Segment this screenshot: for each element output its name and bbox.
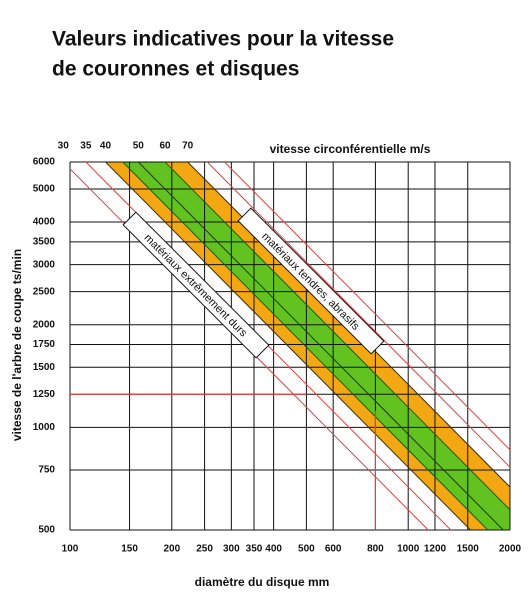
speed-line — [137, 162, 504, 530]
chart-title: de couronnes et disques — [52, 58, 299, 81]
y-tick-label: 4000 — [33, 217, 56, 228]
top-axis-label: vitesse circonférentielle m/s — [270, 142, 431, 156]
x-tick-label: 1000 — [397, 544, 420, 555]
top-tick-label: 35 — [80, 141, 92, 152]
y-tick-label: 750 — [38, 465, 55, 476]
x-tick-label: 1200 — [424, 544, 447, 555]
y-tick-label: 2000 — [33, 319, 56, 330]
speed-line — [104, 162, 472, 530]
speed-line — [122, 162, 489, 530]
plot-area — [105, 162, 510, 530]
annotation-box — [237, 207, 385, 355]
y-axis-label: vitesse de l'arbre de coupe ts/min — [10, 249, 24, 441]
annotation-box — [122, 211, 270, 359]
x-tick-label: 250 — [196, 544, 213, 555]
y-tick-label: 1500 — [33, 362, 56, 373]
x-tick-label: 500 — [298, 544, 315, 555]
reference-lines — [70, 393, 377, 530]
x-axis-label: diamètre du disque mm — [195, 575, 330, 589]
top-tick-label: 40 — [100, 141, 112, 152]
x-tick-label: 2000 — [499, 544, 522, 555]
y-tick-label: 6000 — [33, 157, 56, 168]
top-tick-label: 60 — [159, 141, 171, 152]
y-tick-label: 5000 — [33, 184, 56, 195]
x-tick-label: 800 — [367, 544, 384, 555]
y-tick-label: 3500 — [33, 236, 56, 247]
y-tick-label: 500 — [38, 525, 55, 536]
y-tick-label: 1750 — [33, 339, 56, 350]
chart-title: Valeurs indicatives pour la vitesse — [52, 28, 394, 51]
top-tick-label: 30 — [58, 141, 70, 152]
x-tick-label: 150 — [121, 544, 138, 555]
x-tick-label: 350 — [246, 544, 263, 555]
speed-line — [164, 162, 510, 511]
y-tick-label: 1000 — [33, 422, 56, 433]
speed-line — [223, 162, 510, 451]
x-tick-label: 1500 — [457, 544, 480, 555]
x-tick-label: 400 — [265, 544, 282, 555]
x-tick-label: 300 — [223, 544, 240, 555]
y-tick-label: 3000 — [33, 259, 56, 270]
top-tick-label: 70 — [182, 141, 194, 152]
top-tick-label: 50 — [133, 141, 145, 152]
speed-line — [206, 162, 510, 468]
y-tick-label: 1250 — [33, 389, 56, 400]
speed-band — [122, 162, 510, 530]
y-tick-label: 2500 — [33, 286, 56, 297]
x-tick-label: 100 — [62, 544, 79, 555]
x-tick-label: 200 — [163, 544, 180, 555]
x-tick-label: 600 — [325, 544, 342, 555]
